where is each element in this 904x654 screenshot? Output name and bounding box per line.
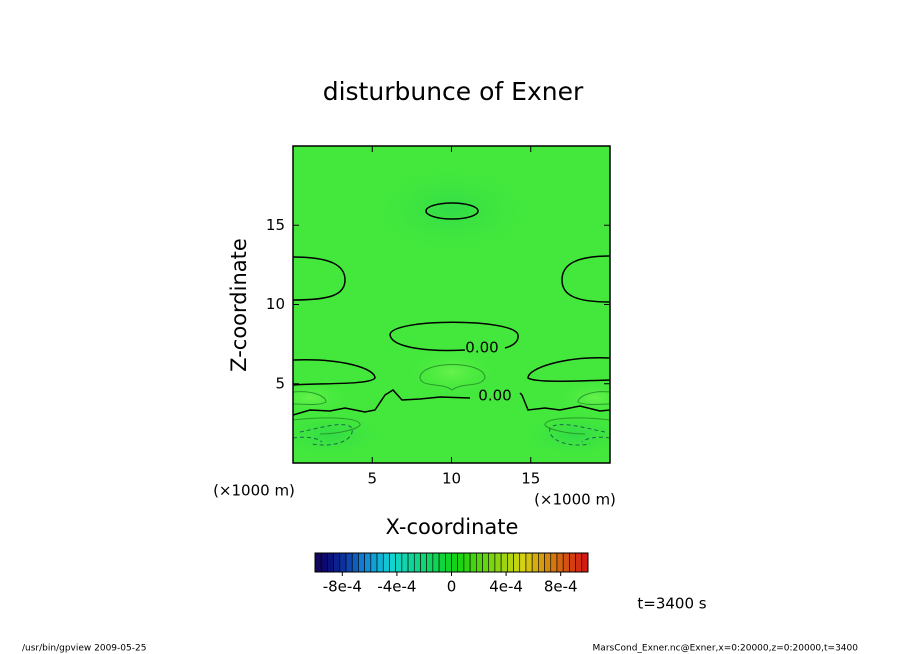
field-shade <box>555 380 610 416</box>
contour-line <box>527 357 610 382</box>
colorbar-cell <box>407 552 415 573</box>
colorbar-cell <box>581 552 589 573</box>
colorbar-cell <box>327 552 334 573</box>
colorbar-tick-label: 4e-4 <box>489 578 523 596</box>
colorbar-cell <box>395 552 403 573</box>
x-tick-label: 10 <box>442 470 461 488</box>
field-shade <box>515 410 610 460</box>
field <box>293 146 610 463</box>
field-shade <box>362 160 542 260</box>
colorbar-cell <box>575 552 583 573</box>
colorbar-cell <box>488 552 496 573</box>
y-tick-label: 10 <box>266 295 285 313</box>
y-unit: (×1000 m) <box>213 482 295 500</box>
colorbar-cell <box>507 552 514 573</box>
x-tick-label: 5 <box>367 470 377 488</box>
colorbar-cell <box>513 552 521 573</box>
colorbar-cell <box>538 552 545 573</box>
x-unit: (×1000 m) <box>534 491 616 509</box>
colorbar-tick-label: 8e-4 <box>544 578 578 596</box>
x-tick-label: 15 <box>521 470 540 488</box>
colorbar-cell <box>389 552 396 573</box>
contour-label: 0.00 <box>465 339 498 357</box>
colorbar-cell <box>550 552 558 573</box>
colorbar-cell <box>333 552 341 573</box>
colorbar-cell <box>370 552 378 573</box>
contour-line <box>293 256 346 301</box>
colorbar-cell <box>351 552 359 573</box>
colorbar-cell <box>432 552 440 573</box>
contour-label: 0.00 <box>478 387 511 405</box>
colorbar-cell <box>463 552 471 573</box>
annotation: t=3400 s <box>637 595 706 613</box>
colorbar-cell <box>320 552 328 573</box>
colorbar-cell <box>562 552 570 573</box>
contour-line <box>561 255 610 303</box>
colorbar-tick-label: -8e-4 <box>323 578 362 596</box>
colorbar-cell <box>358 552 365 573</box>
colorbar-cell <box>382 552 390 573</box>
contour-line <box>419 364 486 391</box>
contour-line <box>425 202 479 220</box>
colorbar-cell <box>413 552 421 573</box>
colorbar-cell <box>494 552 502 573</box>
contour-line <box>293 389 610 416</box>
colorbar-cell <box>444 552 452 573</box>
colorbar-cell <box>376 552 384 573</box>
field-shade <box>293 410 390 460</box>
colorbar-cell <box>519 552 527 573</box>
contour-line <box>389 321 519 352</box>
contour-line <box>577 391 610 405</box>
colorbar-cell <box>500 552 508 573</box>
colorbar-cell <box>482 552 490 573</box>
colorbar-cell <box>364 552 372 573</box>
colorbar-cell <box>569 552 576 573</box>
contour-line <box>581 436 610 443</box>
contour-line <box>293 391 327 405</box>
x-axis-label: X-coordinate <box>386 515 519 539</box>
colorbar-cell <box>476 552 483 573</box>
colorbar-cell <box>544 552 552 573</box>
y-tick-label: 15 <box>266 216 285 234</box>
contours-negative <box>293 424 610 446</box>
contour-line <box>549 424 606 446</box>
colorbar-cell <box>339 552 347 573</box>
y-axis-label: Z-coordinate <box>227 238 251 372</box>
colorbar-cell <box>457 552 465 573</box>
contour-line <box>293 436 323 443</box>
colorbar-cell <box>426 552 434 573</box>
y-tick-label: 5 <box>275 374 285 392</box>
field-shade <box>293 380 350 416</box>
contour-line <box>544 417 610 435</box>
contours <box>293 202 610 416</box>
footer-left: /usr/bin/gpview 2009-05-25 <box>22 644 146 654</box>
colorbar-cell <box>401 552 409 573</box>
colorbar-tick-label: 0 <box>447 578 457 596</box>
colorbar-cell <box>451 552 459 573</box>
colorbar-cell <box>469 552 477 573</box>
contours-thin <box>293 364 610 435</box>
chart-title: disturbunce of Exner <box>323 77 584 106</box>
contour-line <box>293 358 376 386</box>
colorbar-cell <box>314 552 322 573</box>
colorbar-cell <box>525 552 533 573</box>
colorbar-cell <box>438 552 446 573</box>
colorbar-cell <box>345 552 353 573</box>
colorbar-tick-label: -4e-4 <box>377 578 416 596</box>
colorbar-cell <box>420 552 427 573</box>
contour-line <box>293 417 361 435</box>
colorbar-cell <box>531 552 539 573</box>
footer-right: MarsCond_Exner.nc@Exner,x=0:20000,z=0:20… <box>593 644 859 654</box>
colorbar-cell <box>556 552 564 573</box>
